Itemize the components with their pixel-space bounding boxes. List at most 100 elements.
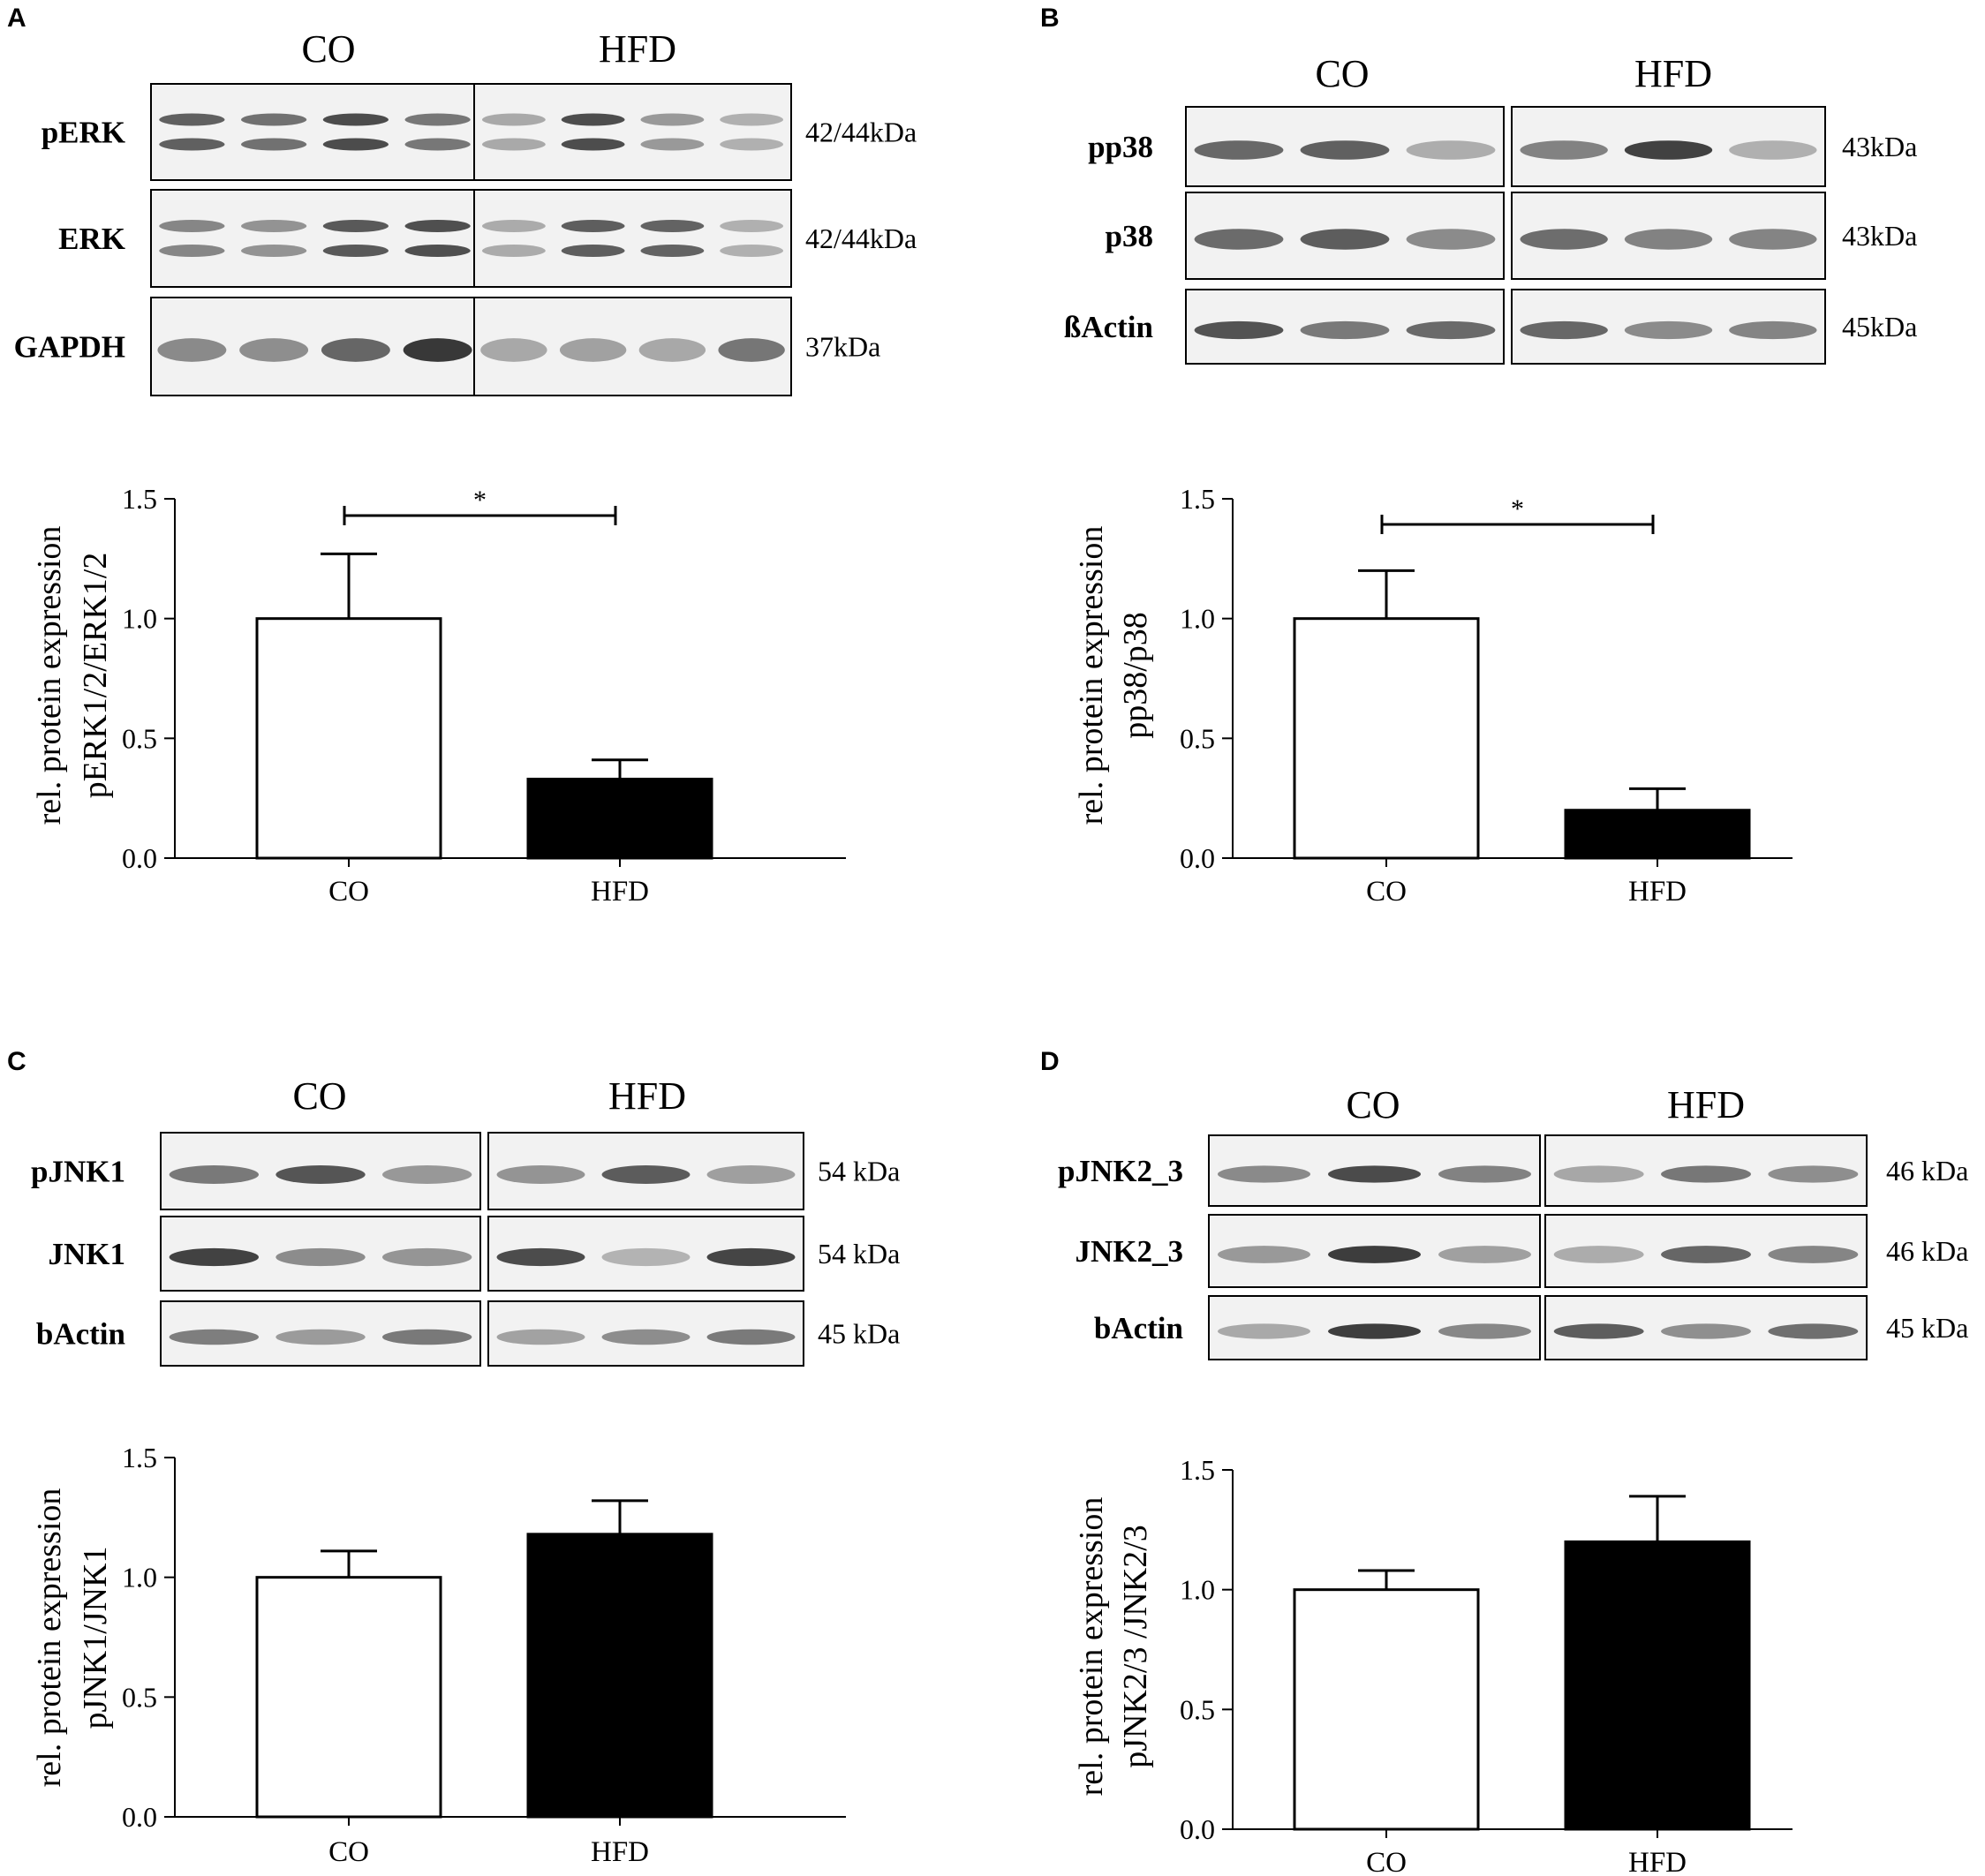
- band-label: pJNK2_3: [1058, 1154, 1183, 1188]
- blot-band: [1328, 1246, 1421, 1263]
- significance-star: *: [1511, 494, 1524, 524]
- blot-band: [322, 113, 389, 126]
- blot-band: [1194, 229, 1284, 250]
- molecular-weight-label: 45 kDa: [1886, 1312, 1968, 1344]
- blot-band: [241, 113, 307, 126]
- blot-band: [720, 220, 784, 232]
- band-label: ERK: [58, 222, 125, 256]
- group-label-hfd: HFD: [1634, 52, 1712, 95]
- y-tick-label: 0.0: [122, 1801, 157, 1833]
- band-label: p38: [1106, 219, 1153, 253]
- blot-strip-border: [160, 1216, 481, 1292]
- y-tick-label: 1.5: [1180, 1454, 1215, 1486]
- blot-band: [601, 1329, 691, 1345]
- blot-band: [1768, 1246, 1859, 1263]
- molecular-weight-label: 42/44kDa: [805, 222, 917, 254]
- blot-band: [1661, 1246, 1751, 1263]
- bar-chart-b: 0.0 0.5 1.0 1.5 CO HFD rel. protein expression…: [1073, 483, 1793, 908]
- blot-band: [720, 113, 784, 126]
- blot-band: [706, 1165, 796, 1184]
- blot-band: [561, 138, 625, 151]
- molecular-weight-label: 45kDa: [1842, 311, 1917, 343]
- molecular-weight-label: 43kDa: [1842, 131, 1917, 162]
- x-tick-label-hfd: HFD: [1628, 876, 1687, 908]
- blot-band: [718, 338, 785, 362]
- blot-panel-b: B CO HFD pp38 43kDa p38 43kDa ßActin 45kDa: [1040, 4, 1917, 365]
- blot-strip-border: [473, 189, 792, 288]
- blot-band: [275, 1247, 366, 1267]
- y-axis-label: pJNK1/JNK1: [77, 1547, 114, 1729]
- blot-panel-d: D CO HFD pJNK2_3 46 kDa JNK2_3 46 kDa bActin 45 …: [1040, 1047, 1968, 1360]
- blot-band: [1520, 140, 1608, 160]
- band-label: GAPDH: [14, 330, 125, 365]
- band-label: pERK: [42, 116, 125, 150]
- y-tick-label: 0.0: [1180, 1813, 1215, 1845]
- bar-chart-a: 0.0 0.5 1.0 1.5 CO HFD rel. protein expression…: [31, 483, 846, 908]
- blot-band: [1438, 1165, 1531, 1183]
- blot-strip-border: [1544, 1214, 1868, 1288]
- blot-strip-border: [1511, 106, 1826, 187]
- blot-band: [1328, 1165, 1421, 1183]
- blot-band: [1624, 229, 1713, 250]
- blot-band: [481, 220, 546, 232]
- blot-strip-border: [1208, 1214, 1541, 1288]
- blot-band: [381, 1329, 472, 1345]
- blot-band: [1218, 1323, 1310, 1339]
- y-axis-label: pERK1/2/ERK1/2: [77, 553, 114, 799]
- blot-band: [1553, 1165, 1644, 1183]
- blot-strip-border: [160, 1300, 481, 1367]
- blot-band: [1194, 140, 1284, 160]
- group-label-hfd: HFD: [1667, 1083, 1745, 1126]
- panel-letter-c: C: [7, 1047, 26, 1076]
- bar-hfd: [1564, 809, 1751, 860]
- blot-band: [1553, 1246, 1644, 1263]
- x-tick-label-hfd: HFD: [591, 1836, 649, 1868]
- blot-band: [403, 338, 472, 362]
- blot-band: [601, 1247, 691, 1267]
- blot-band: [481, 138, 546, 151]
- y-tick-label: 0.5: [122, 1681, 157, 1713]
- blot-strip-border: [487, 1132, 804, 1210]
- blot-strip-border: [160, 1132, 481, 1210]
- blot-band: [1194, 320, 1284, 340]
- blot-band: [404, 220, 471, 232]
- blot-band: [559, 338, 627, 362]
- blot-band: [1729, 320, 1817, 340]
- blot-band: [561, 245, 625, 257]
- blot-band: [561, 220, 625, 232]
- blot-band: [1218, 1246, 1310, 1263]
- blot-band: [322, 138, 389, 151]
- panel-letter-b: B: [1040, 4, 1060, 33]
- blot-band: [241, 138, 307, 151]
- x-tick-label-co: CO: [1366, 1847, 1407, 1876]
- y-tick-label: 1.0: [1180, 1574, 1215, 1606]
- blot-band: [1729, 140, 1817, 160]
- blot-band: [157, 338, 227, 362]
- y-tick-label: 0.0: [122, 842, 157, 874]
- blot-band: [1300, 320, 1390, 340]
- blot-band: [720, 138, 784, 151]
- panel-letter-d: D: [1040, 1047, 1060, 1076]
- blot-strip: [473, 83, 792, 181]
- blot-band: [640, 113, 705, 126]
- band-label: ßActin: [1064, 310, 1153, 344]
- y-axis-label: rel. protein expression: [1073, 1497, 1110, 1797]
- blot-band: [638, 338, 706, 362]
- blot-strip-border: [473, 83, 792, 181]
- blot-strip-border: [1208, 1134, 1541, 1207]
- blot-band: [239, 338, 309, 362]
- blot-band: [496, 1329, 585, 1345]
- blot-strip-border: [1208, 1295, 1541, 1360]
- blot-strip-border: [487, 1300, 804, 1367]
- blot-band: [1218, 1165, 1310, 1183]
- molecular-weight-label: 54 kDa: [818, 1156, 900, 1187]
- y-tick-label: 1.5: [122, 1442, 157, 1473]
- blot-strip-border: [1185, 106, 1505, 187]
- y-axis-label: rel. protein expression: [31, 1488, 68, 1788]
- x-tick-label-co: CO: [328, 876, 369, 908]
- group-label-co: CO: [292, 1074, 346, 1118]
- blot-band: [720, 245, 784, 257]
- blot-strip: [150, 189, 479, 288]
- blot-band: [1328, 1323, 1421, 1339]
